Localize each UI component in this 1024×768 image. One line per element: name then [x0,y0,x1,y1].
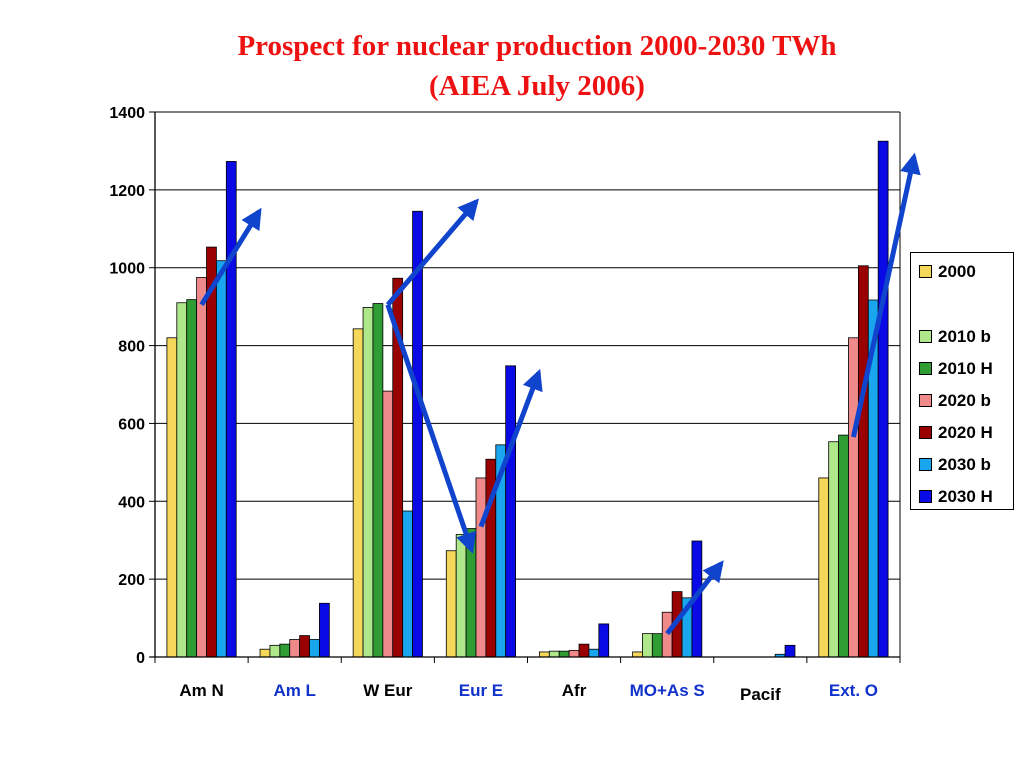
gridlines [155,111,900,580]
bar [196,277,207,658]
bar [206,246,217,658]
legend-swatch [919,425,932,439]
bar [309,639,320,658]
chart-subtitle: (AIEA July 2006) [429,70,645,102]
x-category-labels: Am N Am L W Eur Eur E Afr MO+As S Pacif Ext. O [179,681,878,704]
legend-item: 2020 H [919,423,993,443]
bar [382,390,394,658]
bar [186,299,198,658]
bar [632,651,643,658]
bar [362,307,374,658]
trend-arrow [199,207,262,307]
bar [838,434,849,658]
bar [176,302,188,658]
trend-arrow [385,198,480,307]
x-category-label: Ext. O [829,681,878,700]
legend-label: 2010 H [938,359,993,378]
y-tick-label: 1200 [109,183,145,200]
legend-item: 2020 b [919,391,991,411]
bar [475,477,487,658]
legend-item: 2030 H [919,487,993,507]
trend-arrow [665,560,724,636]
bar [352,328,364,658]
bar [588,648,600,658]
bar [166,337,178,658]
legend-label: 2010 b [938,327,991,346]
bar [568,649,580,658]
legend-label: 2000 [938,262,976,281]
trend-arrow [478,368,543,528]
bar [259,648,271,658]
legend-item: 2030 b [919,455,991,475]
bar [299,635,310,658]
bar [225,161,237,658]
y-tick-label: 600 [118,416,145,433]
chart-title: Prospect for nuclear production 2000-203… [0,26,1024,106]
bar [784,644,796,658]
bar [651,633,663,658]
legend-item: 2010 b [919,327,991,347]
bar [445,550,457,658]
x-category-label: Am N [179,681,223,700]
legend-swatch [919,329,932,343]
legend-label: 2030 H [938,487,993,506]
bar [402,510,413,658]
bar [598,623,610,658]
y-tick-label: 200 [118,572,145,589]
x-category-label: W Eur [363,681,412,700]
x-category-label: Eur E [459,681,503,700]
legend-swatch [919,393,932,407]
bar [505,365,516,658]
bar [319,602,330,658]
legend-item: 2010 H [919,359,993,379]
y-tick-label: 1400 [109,105,145,122]
bar [661,611,673,658]
bar [828,441,839,658]
bar [289,639,301,658]
bar [848,337,859,658]
bar [372,303,384,658]
bar [269,644,281,658]
trend-arrows [199,152,921,636]
trend-arrow [850,152,921,438]
legend-label: 2020 H [938,423,993,442]
legend-swatch [919,264,932,278]
x-category-label: Afr [562,681,587,700]
x-category-label: MO+As S [630,681,705,700]
y-tick-labels: 0 200 400 600 800 1000 1200 1400 [109,105,145,667]
chart-title-line: Prospect for nuclear production 2000-203… [237,30,837,62]
bar [412,210,423,658]
bar [539,651,550,658]
x-category-label: Am L [273,681,316,700]
bar [857,265,869,658]
legend-label: 2020 b [938,391,991,410]
y-tick-label: 800 [118,339,145,356]
bar [578,643,590,658]
bar [877,140,889,658]
legend-label: 2030 b [938,455,991,474]
bar [818,477,830,658]
trend-arrow [385,303,477,554]
bar [558,650,570,658]
bar [216,260,227,658]
bar [279,643,291,658]
bar [548,650,560,658]
y-tick-label: 1000 [109,261,145,278]
legend: 2000 2010 b 2010 H 2020 b 2020 H 2030 b 2030 H [910,252,1014,510]
legend-swatch [919,457,932,471]
axes [149,111,901,663]
legend-item: 2000 [919,262,976,282]
x-category-label: Pacif [740,685,781,704]
bar [642,633,653,658]
legend-swatch [919,361,932,375]
bar [455,533,467,658]
y-tick-label: 0 [136,650,145,667]
legend-swatch [919,489,932,503]
y-tick-label: 400 [118,494,145,511]
